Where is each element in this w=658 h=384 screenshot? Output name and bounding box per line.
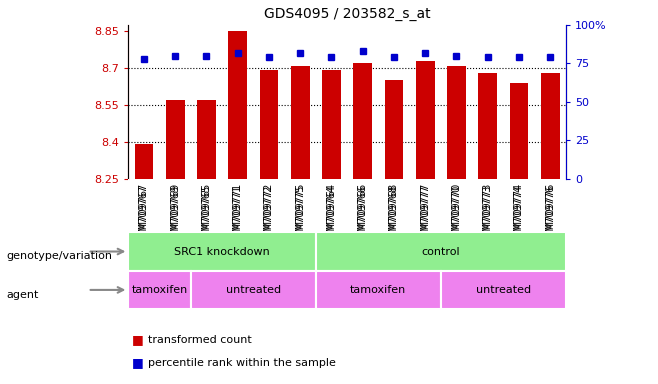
Text: tamoxifen: tamoxifen — [350, 285, 407, 295]
Text: GSM709767: GSM709767 — [139, 183, 149, 242]
Bar — [316, 271, 441, 309]
Text: GSM709771: GSM709771 — [233, 183, 243, 242]
Text: GSM709769: GSM709769 — [170, 183, 180, 242]
Text: ■: ■ — [132, 333, 143, 346]
Text: SRC1 knockdown: SRC1 knockdown — [174, 247, 270, 257]
Text: GSM709770: GSM709770 — [451, 183, 461, 242]
Bar — [316, 232, 566, 271]
Text: GSM709768: GSM709768 — [389, 183, 399, 242]
Bar — [478, 73, 497, 179]
Text: GSM709776: GSM709776 — [545, 183, 555, 242]
Text: control: control — [422, 247, 460, 257]
Text: tamoxifen: tamoxifen — [132, 285, 188, 295]
Text: ■: ■ — [132, 356, 143, 369]
Bar — [135, 144, 153, 179]
Bar — [416, 61, 435, 179]
Bar — [447, 66, 466, 179]
Bar — [259, 70, 278, 179]
Text: GSM709765: GSM709765 — [201, 183, 211, 242]
Text: GSM709774: GSM709774 — [514, 183, 524, 242]
Bar — [228, 31, 247, 179]
Bar — [353, 63, 372, 179]
Bar — [128, 232, 316, 271]
Bar — [385, 80, 403, 179]
Bar — [191, 271, 316, 309]
Title: GDS4095 / 203582_s_at: GDS4095 / 203582_s_at — [264, 7, 430, 21]
Text: GSM709772: GSM709772 — [264, 183, 274, 242]
Text: GSM709775: GSM709775 — [295, 183, 305, 242]
Text: transformed count: transformed count — [148, 335, 252, 345]
Bar — [441, 271, 566, 309]
Bar — [291, 66, 309, 179]
Text: untreated: untreated — [476, 285, 531, 295]
Bar — [322, 70, 341, 179]
Bar — [510, 83, 528, 179]
Bar — [128, 271, 191, 309]
Text: genotype/variation: genotype/variation — [7, 251, 113, 261]
Bar — [197, 100, 216, 179]
Bar — [541, 73, 559, 179]
Text: untreated: untreated — [226, 285, 281, 295]
Text: GSM709766: GSM709766 — [358, 183, 368, 242]
Text: GSM709777: GSM709777 — [420, 183, 430, 242]
Text: agent: agent — [7, 290, 39, 300]
Text: GSM709764: GSM709764 — [326, 183, 336, 242]
Text: percentile rank within the sample: percentile rank within the sample — [148, 358, 336, 368]
Text: GSM709773: GSM709773 — [483, 183, 493, 242]
Bar — [166, 100, 184, 179]
